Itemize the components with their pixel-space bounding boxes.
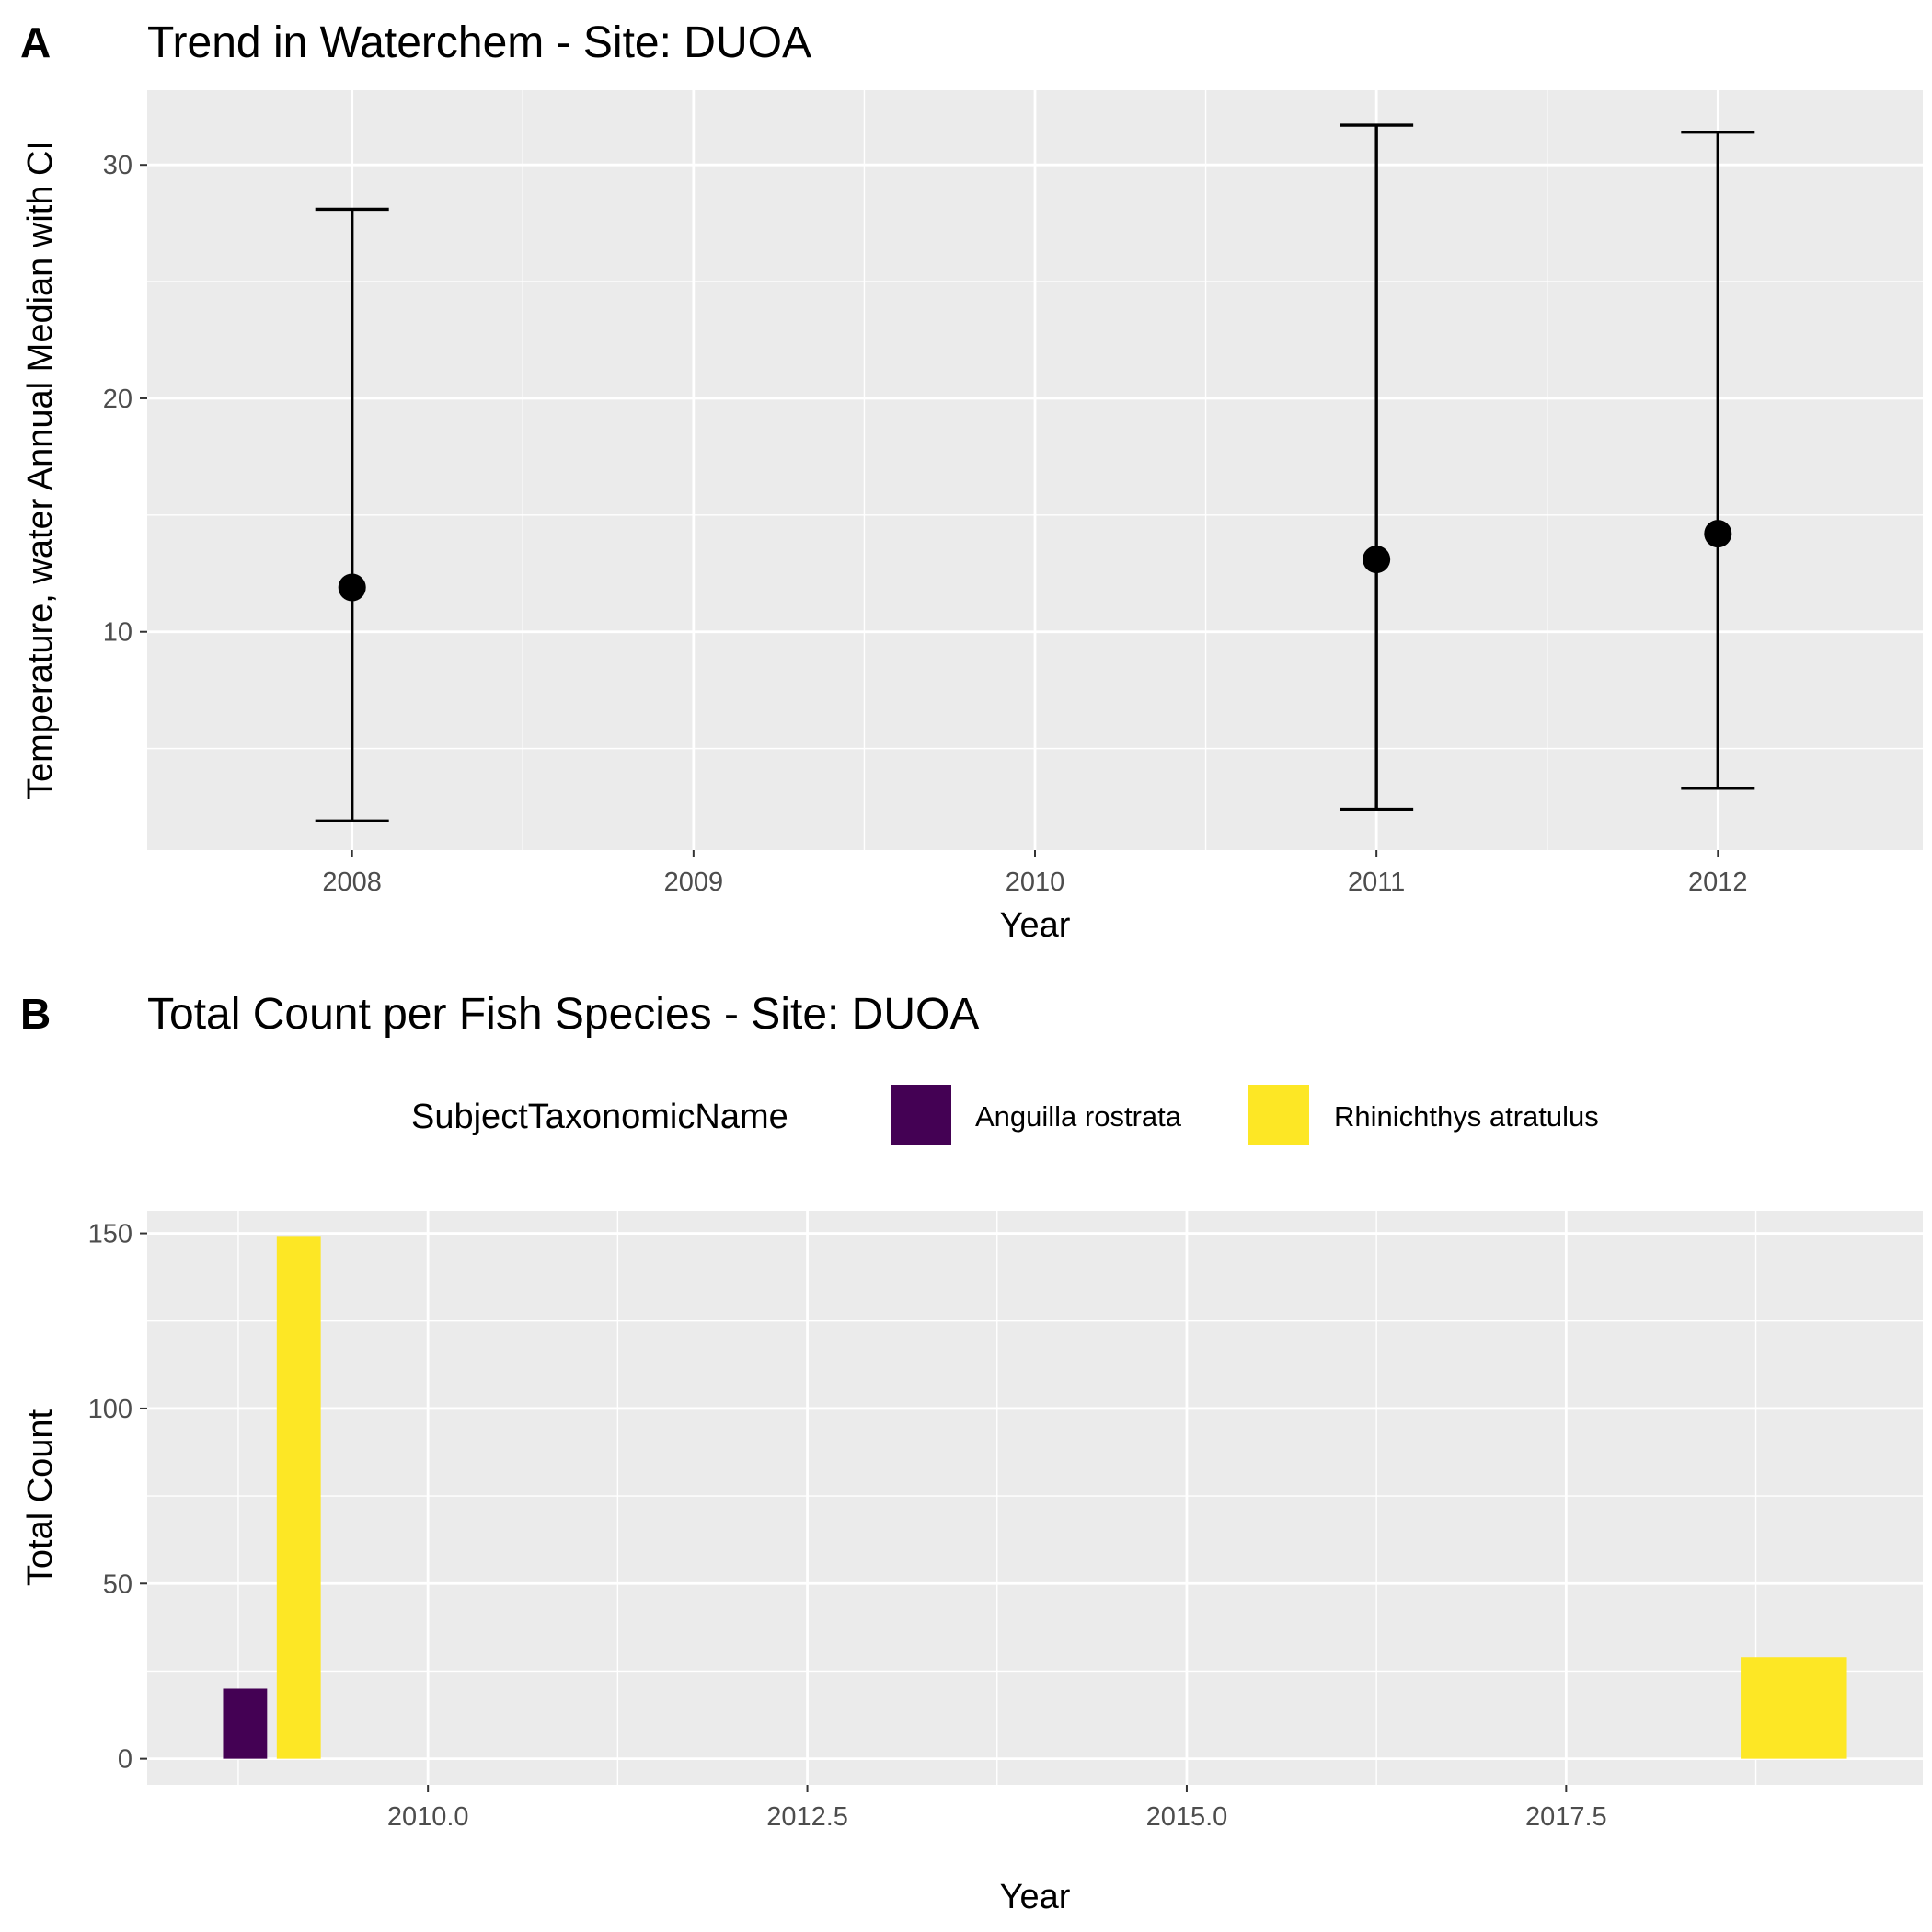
y-tick-label: 20: [103, 385, 132, 414]
x-tick-label: 2012: [1688, 868, 1748, 897]
x-tick-label: 2011: [1348, 868, 1405, 897]
panel-a-y-axis-title: Temperature, water Annual Median with CI: [21, 141, 60, 799]
median-point-2012: [1704, 520, 1732, 548]
panel-b-title: Total Count per Fish Species - Site: DUO…: [147, 990, 979, 1039]
y-tick-label: 0: [118, 1745, 132, 1775]
panel-a-x-axis-title: Year: [1000, 906, 1071, 945]
y-tick-label: 30: [103, 151, 132, 180]
x-tick-label: 2017.5: [1525, 1802, 1607, 1832]
x-tick-label: 2012.5: [766, 1802, 848, 1832]
panel-b-y-axis-title: Total Count: [21, 1409, 60, 1586]
legend-key-anguilla-rostrata: [889, 1083, 953, 1147]
panel-b-plot-background: [147, 1211, 1923, 1785]
bar-anguilla-rostrata-2009: [223, 1688, 268, 1759]
x-tick-label: 2010: [1006, 868, 1065, 897]
panel-a-title: Trend in Waterchem - Site: DUOA: [147, 18, 811, 67]
median-point-2011: [1363, 546, 1391, 574]
panel-b-legend: SubjectTaxonomicName Anguilla rostrata R…: [411, 1083, 1599, 1147]
bar-rhinichthys-atratulus-2019: [1741, 1657, 1847, 1759]
legend-label-anguilla-rostrata: Anguilla rostrata: [975, 1100, 1182, 1133]
x-tick-label: 2009: [664, 868, 724, 897]
legend-key-rhinichthys-atratulus: [1247, 1083, 1311, 1147]
x-tick-label: 2008: [322, 868, 382, 897]
median-point-2008: [338, 573, 366, 602]
y-tick-label: 50: [103, 1570, 132, 1599]
y-tick-label: 10: [103, 618, 132, 648]
panel-a-label: A: [20, 18, 51, 66]
panel-b-label: B: [20, 990, 51, 1038]
y-tick-label: 100: [88, 1395, 132, 1424]
panel-b-gridlines: [147, 1211, 1923, 1785]
panel-b-fish-count-chart: B Total Count per Fish Species - Site: D…: [20, 990, 1923, 1916]
panel-b-bars: [223, 1236, 1847, 1759]
panel-b-tick-labels: 0 50 100 150 2010.0 2012.5 2015.0 2017.5: [88, 1220, 1607, 1832]
x-tick-label: 2015.0: [1146, 1802, 1228, 1832]
panel-a-marks: [315, 123, 1755, 822]
x-tick-label: 2010.0: [387, 1802, 469, 1832]
bar-rhinichthys-atratulus-2009: [276, 1236, 321, 1759]
panel-a-trend-chart: A Trend in Waterchem - Site: DUOA 10 20 30…: [20, 18, 1923, 945]
legend-title: SubjectTaxonomicName: [411, 1098, 788, 1136]
legend-label-rhinichthys-atratulus: Rhinichthys atratulus: [1334, 1100, 1599, 1133]
panel-b-x-axis-title: Year: [1000, 1878, 1071, 1916]
panel-a-tick-labels: 10 20 30 2008 2009 2010 2011 2012: [103, 151, 1748, 897]
y-tick-label: 150: [88, 1220, 132, 1249]
